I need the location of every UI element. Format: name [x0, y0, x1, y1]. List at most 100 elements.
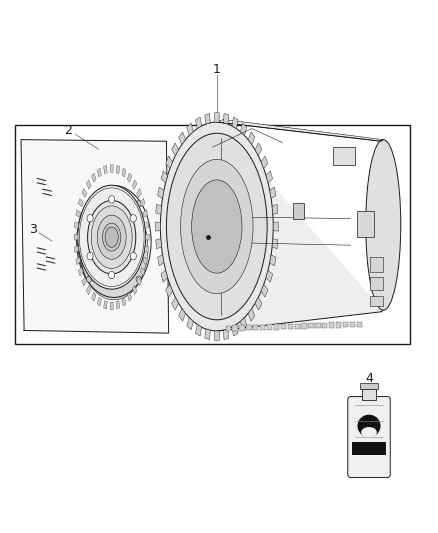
Polygon shape [266, 171, 272, 183]
Polygon shape [104, 301, 107, 309]
Circle shape [87, 214, 93, 222]
Polygon shape [145, 235, 149, 240]
Ellipse shape [80, 196, 148, 300]
Text: 3: 3 [29, 223, 37, 236]
Polygon shape [214, 113, 219, 122]
Polygon shape [97, 168, 102, 177]
Ellipse shape [192, 180, 242, 273]
Polygon shape [116, 165, 120, 174]
Polygon shape [140, 268, 145, 276]
Polygon shape [140, 198, 145, 207]
Polygon shape [78, 268, 83, 276]
Polygon shape [76, 257, 81, 265]
Polygon shape [172, 143, 179, 156]
Polygon shape [166, 156, 173, 168]
Bar [315, 323, 321, 328]
Polygon shape [92, 173, 96, 182]
Polygon shape [110, 165, 113, 172]
Ellipse shape [88, 200, 136, 274]
Polygon shape [132, 180, 137, 189]
Polygon shape [158, 255, 164, 266]
Polygon shape [155, 222, 160, 231]
Circle shape [130, 253, 136, 260]
Bar [253, 325, 258, 330]
Text: 4: 4 [365, 372, 373, 385]
Bar [260, 325, 265, 330]
Polygon shape [161, 270, 168, 282]
Polygon shape [261, 156, 268, 168]
Bar [360, 383, 378, 389]
Ellipse shape [79, 193, 147, 297]
Polygon shape [195, 325, 201, 336]
Circle shape [109, 271, 115, 279]
Bar [274, 324, 279, 329]
Polygon shape [270, 187, 276, 198]
Polygon shape [86, 285, 91, 294]
FancyBboxPatch shape [348, 397, 390, 478]
Polygon shape [104, 165, 107, 174]
Polygon shape [266, 270, 272, 282]
Ellipse shape [180, 159, 253, 294]
Polygon shape [255, 297, 262, 310]
Bar [267, 325, 272, 330]
Bar [357, 321, 362, 327]
Polygon shape [248, 309, 255, 321]
Polygon shape [127, 292, 132, 301]
Polygon shape [97, 297, 102, 306]
Polygon shape [158, 187, 164, 198]
Polygon shape [92, 292, 96, 301]
Polygon shape [205, 114, 210, 124]
Bar [246, 325, 251, 330]
Bar [293, 203, 304, 219]
Polygon shape [214, 331, 219, 340]
Polygon shape [261, 285, 268, 297]
Bar [239, 325, 244, 330]
Polygon shape [195, 117, 201, 128]
Ellipse shape [78, 191, 145, 294]
Ellipse shape [91, 206, 132, 269]
Polygon shape [240, 318, 247, 330]
Polygon shape [217, 119, 383, 141]
Ellipse shape [160, 122, 273, 331]
Text: 1: 1 [213, 63, 221, 76]
Polygon shape [74, 246, 79, 253]
Polygon shape [232, 325, 238, 336]
Polygon shape [172, 297, 179, 310]
Polygon shape [137, 277, 141, 286]
Polygon shape [21, 140, 169, 333]
Circle shape [86, 200, 92, 207]
Polygon shape [156, 204, 162, 214]
Bar [301, 324, 307, 329]
Polygon shape [223, 329, 229, 340]
Bar [233, 326, 238, 331]
Polygon shape [74, 235, 78, 240]
Ellipse shape [361, 427, 377, 438]
Polygon shape [240, 123, 247, 135]
Bar [15, 125, 410, 344]
Polygon shape [270, 255, 276, 266]
Polygon shape [82, 189, 87, 197]
Bar [336, 322, 341, 328]
Circle shape [136, 200, 141, 207]
Polygon shape [143, 257, 148, 265]
Bar [333, 147, 355, 165]
Bar [350, 322, 355, 327]
Circle shape [109, 196, 115, 203]
Polygon shape [145, 246, 149, 253]
Polygon shape [166, 285, 173, 297]
Polygon shape [110, 302, 113, 310]
Ellipse shape [357, 415, 381, 437]
Bar [288, 324, 293, 329]
Bar [362, 389, 376, 400]
Ellipse shape [166, 133, 267, 320]
Polygon shape [179, 132, 186, 144]
Polygon shape [122, 297, 126, 306]
Polygon shape [272, 239, 278, 249]
Polygon shape [74, 222, 79, 229]
Polygon shape [217, 122, 383, 331]
Circle shape [86, 276, 92, 282]
Bar [370, 257, 383, 272]
Polygon shape [127, 173, 132, 182]
Polygon shape [143, 209, 148, 217]
Polygon shape [272, 204, 278, 214]
